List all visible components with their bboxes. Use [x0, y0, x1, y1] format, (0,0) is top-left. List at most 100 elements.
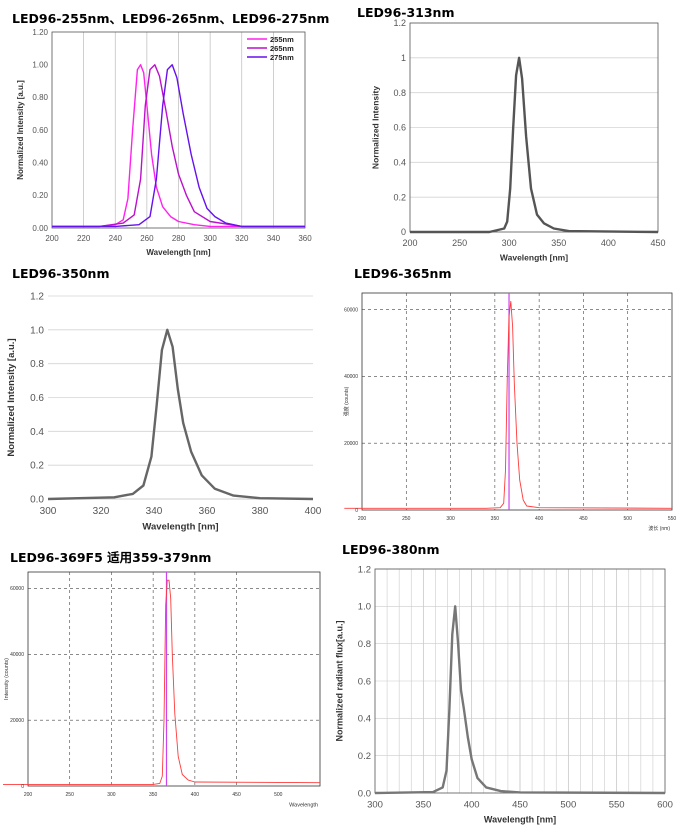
chart-1-x-tick-label: 240 [109, 234, 123, 243]
chart-5-x-tick-label: 300 [107, 792, 116, 798]
chart-3-y-tick-label: 0.8 [30, 359, 44, 370]
chart-5-svg: 200 250 300 350 400 450 500 0 20000 40000 60000 Wav… [3, 571, 321, 809]
chart-6-x-tick-label: 300 [367, 800, 383, 811]
chart-3-x-tick-label: 400 [305, 506, 322, 517]
chart-5-y-axis-label: Intensity (counts) [4, 658, 10, 700]
chart-4-x-tick-label: 450 [579, 516, 588, 522]
chart-1-x-tick-label: 200 [45, 234, 59, 243]
chart-4-x-tick-label: 200 [358, 516, 367, 522]
chart-6-x-tick-label: 500 [560, 800, 576, 811]
chart-4-plot-frame [361, 292, 673, 511]
chart-3-y-tick-label: 0.4 [30, 427, 44, 438]
chart-2-y-tick-label: 0.8 [393, 88, 406, 98]
chart-3-x-axis-label: Wavelength [nm] [142, 522, 218, 533]
chart-2-y-tick-label: 0.2 [393, 192, 406, 202]
chart-5-title: LED96-369F5 适用359-379nm [10, 550, 212, 565]
chart-6-title: LED96-380nm [342, 542, 440, 557]
chart-2-title: LED96-313nm [357, 5, 455, 20]
chart-1-series-line-2 [52, 64, 305, 228]
chart-5-x-axis-label: Wavelength [289, 803, 318, 809]
chart-1-y-tick-label: 0.80 [32, 93, 48, 102]
chart-4-y-tick-label: 60000 [344, 307, 358, 313]
chart-6-y-axis-label: Normalized radiant flux[a.u.] [334, 620, 344, 741]
chart-3-svg: 300 320 340 360 380 400 0.0 0.2 0.4 0.6 0.8 1.0 1.2 W… [6, 292, 322, 533]
chart-panel-5: LED96-369F5 适用359-379nm 200 250 300 350 400 4… [0, 543, 330, 839]
chart-1-x-tick-label: 320 [235, 234, 249, 243]
chart-2-x-tick-label: 350 [551, 238, 566, 248]
chart-1-y-tick-label: 0.00 [32, 224, 48, 233]
chart-6-y-tick-label: 0.0 [358, 788, 371, 799]
chart-3-series-line-1 [47, 328, 314, 501]
chart-6-x-tick-label: 600 [657, 800, 673, 811]
chart-3-y-tick-label: 1.0 [30, 325, 44, 336]
chart-5-x-tick-label: 400 [191, 792, 200, 798]
chart-5-x-tick-label: 350 [149, 792, 158, 798]
chart-panel-3: LED96-350nm 300 320 340 360 380 400 0.0 0.2 0.4 0… [0, 266, 340, 543]
chart-1-x-tick-label: 280 [172, 234, 186, 243]
chart-5-y-tick-label: 0 [21, 784, 24, 790]
chart-6-y-tick-label: 0.6 [358, 676, 371, 687]
chart-panel-2: LED96-313nm 200 250 300 350 400 450 0 0.2 0.4 0.6… [345, 0, 690, 268]
chart-2-x-tick-label: 450 [650, 238, 665, 248]
chart-4-x-axis-label: 波长 (nm) [648, 525, 670, 532]
chart-1-y-tick-label: 0.40 [32, 158, 48, 167]
chart-6-x-tick-label: 550 [609, 800, 625, 811]
chart-6-x-axis-label: Wavelength [nm] [484, 815, 556, 825]
chart-6-x-tick-label: 450 [512, 800, 528, 811]
chart-2-y-tick-label: 0.4 [393, 157, 406, 167]
chart-2-svg: 200 250 300 350 400 450 0 0.2 0.4 0.6 0.8 1 1.2 Wavel… [371, 18, 666, 263]
chart-5-x-tick-label: 200 [24, 792, 33, 798]
chart-panel-1: LED96-255nm、LED96-265nm、LED96-275nm 200 2… [0, 0, 345, 268]
chart-6-x-tick-label: 400 [464, 800, 480, 811]
chart-4-x-tick-label: 300 [446, 516, 455, 522]
chart-4-y-tick-label: 40000 [344, 374, 358, 380]
chart-1-series-line-3 [52, 64, 305, 228]
chart-1-x-tick-label: 360 [298, 234, 312, 243]
chart-2-x-tick-label: 200 [402, 238, 417, 248]
chart-2-x-axis-label: Wavelength [nm] [500, 253, 568, 263]
chart-1-y-tick-label: 1.00 [32, 60, 48, 69]
chart-1-x-tick-label: 220 [77, 234, 91, 243]
chart-4-x-tick-label: 400 [535, 516, 544, 522]
chart-3-y-tick-label: 1.2 [30, 292, 44, 303]
chart-4-y-tick-label: 0 [355, 508, 358, 514]
chart-4-svg: 200 250 300 350 400 450 500 550 0 20000 40000 60000… [343, 292, 677, 532]
chart-5-series-line-1 [3, 579, 321, 785]
chart-1-legend-label: 275nm [270, 53, 294, 62]
chart-panel-6: LED96-380nm 300 350 400 450 500 550 600 0.0 0.2 0… [330, 542, 690, 839]
chart-6-y-tick-label: 0.4 [358, 714, 371, 725]
chart-4-title: LED96-365nm [354, 266, 452, 281]
chart-4-y-axis-label: 强度 (counts) [343, 386, 350, 416]
chart-1-x-tick-label: 300 [203, 234, 217, 243]
chart-2-y-axis-label: Normalized Intensity [371, 86, 381, 169]
chart-5-y-tick-label: 40000 [10, 652, 24, 658]
chart-1-plot-frame [51, 31, 306, 229]
chart-3-y-tick-label: 0.0 [30, 495, 44, 506]
chart-5-plot-frame [27, 571, 321, 787]
chart-1-y-tick-label: 0.20 [32, 191, 48, 200]
chart-2-y-tick-label: 1 [401, 53, 406, 63]
chart-6-svg: 300 350 400 450 500 550 600 0.0 0.2 0.4 0.6 0.8 1.0 1… [334, 564, 673, 825]
chart-2-y-tick-label: 1.2 [393, 18, 406, 28]
chart-4-x-tick-label: 250 [402, 516, 411, 522]
chart-2-y-tick-label: 0.6 [393, 123, 406, 133]
chart-5-x-tick-label: 500 [274, 792, 283, 798]
chart-3-title: LED96-350nm [12, 266, 110, 281]
chart-5-y-tick-label: 60000 [10, 586, 24, 592]
chart-2-x-tick-label: 250 [452, 238, 467, 248]
chart-4-y-tick-label: 20000 [344, 441, 358, 447]
chart-4-x-tick-label: 550 [668, 516, 677, 522]
chart-2-plot-frame [409, 22, 659, 233]
chart-3-y-axis-label: Normalized Intensity [a.u.] [6, 338, 17, 456]
chart-6-y-tick-label: 0.8 [358, 639, 371, 650]
chart-1-title: LED96-255nm、LED96-265nm、LED96-275nm [12, 11, 330, 26]
chart-1-x-tick-label: 260 [140, 234, 154, 243]
chart-1-legend-label: 265nm [270, 44, 294, 53]
chart-4-series-line-1 [344, 300, 673, 509]
chart-4-x-tick-label: 500 [624, 516, 633, 522]
chart-5-x-tick-label: 250 [66, 792, 75, 798]
chart-3-x-tick-label: 300 [40, 506, 57, 517]
chart-5-y-tick-label: 20000 [10, 718, 24, 724]
chart-3-x-tick-label: 360 [199, 506, 216, 517]
chart-1-series-line-1 [52, 64, 305, 228]
